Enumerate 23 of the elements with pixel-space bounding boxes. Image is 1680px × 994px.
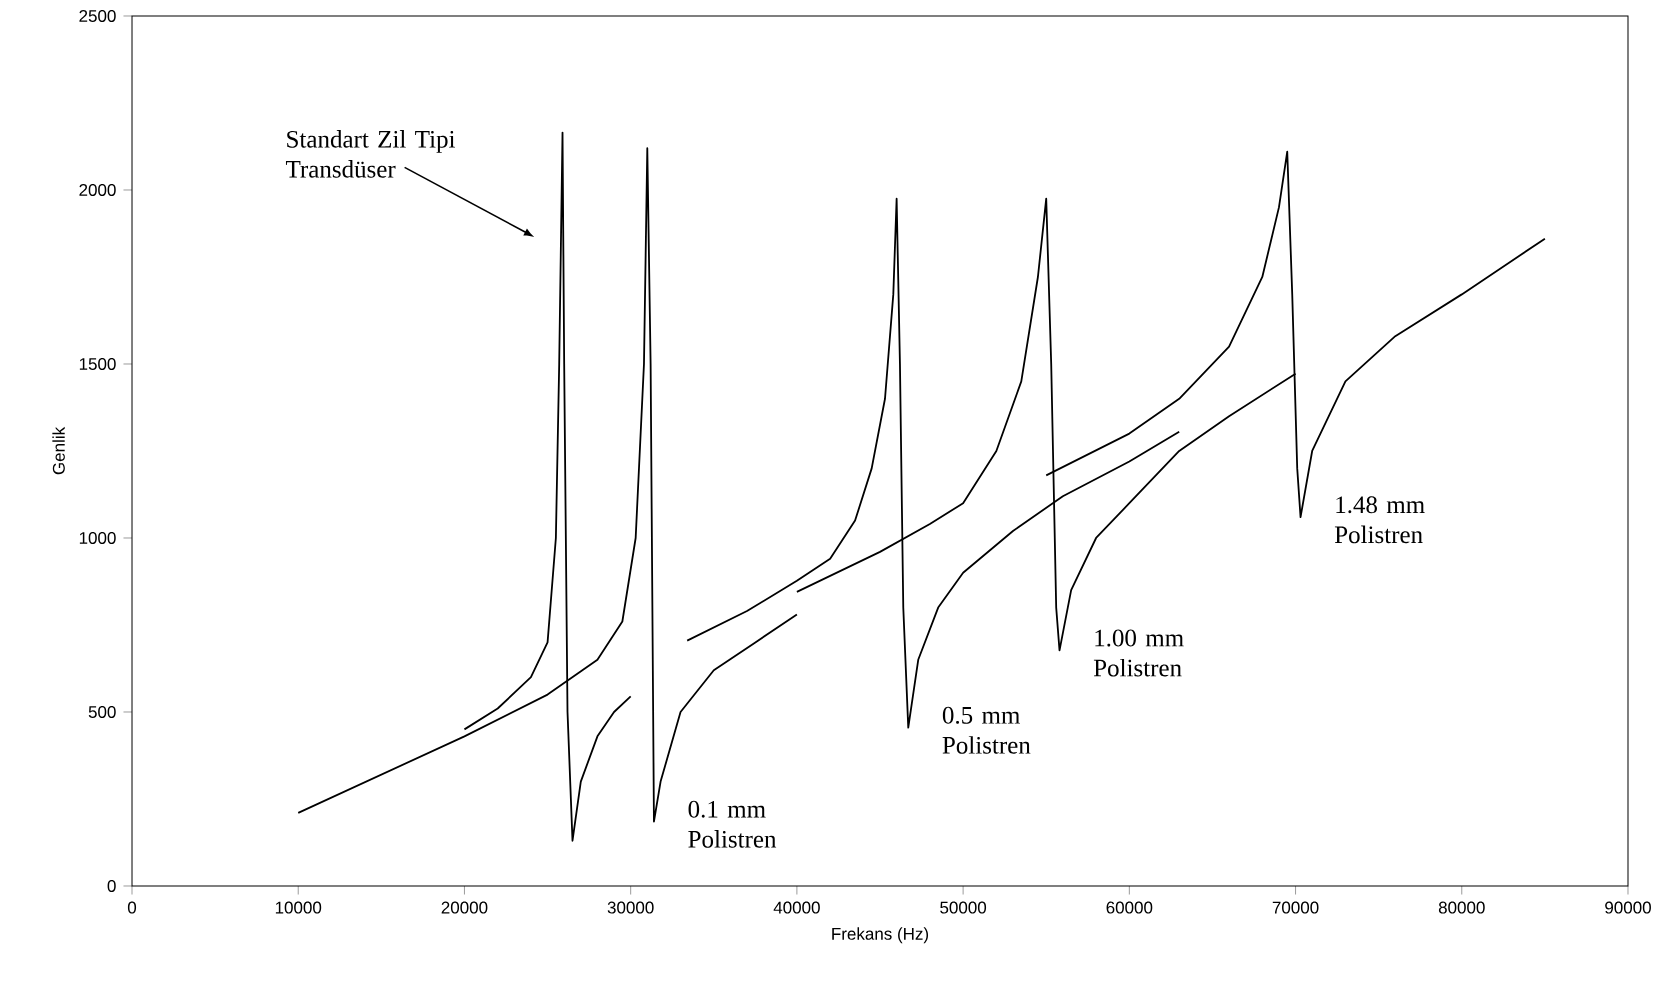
y-tick-label: 2500 [79, 9, 116, 22]
y-axis-title: Genlik [52, 426, 65, 475]
x-tick-label: 80000 [1438, 901, 1485, 914]
x-tick-label: 10000 [275, 901, 322, 914]
series-label: 0.1 mm Polistren [688, 800, 777, 848]
x-tick-label: 0 [127, 901, 137, 914]
x-tick-label: 30000 [607, 901, 654, 914]
x-tick-label: 20000 [441, 901, 488, 914]
x-tick-label: 60000 [1106, 901, 1153, 914]
series-label: 1.48 mm Polistren [1334, 496, 1425, 544]
x-axis-title: Frekans (Hz) [832, 927, 929, 944]
y-tick-label: 1500 [79, 357, 116, 370]
x-tick-label: 70000 [1272, 901, 1319, 914]
x-tick-label: 90000 [1605, 901, 1651, 914]
x-tick-label: 50000 [940, 901, 987, 914]
text: Standart Zil Tipi Transdüser [285, 130, 456, 178]
series-label: 0.5 mm Polistren [942, 706, 1031, 754]
y-tick-label: 500 [88, 705, 116, 718]
y-tick-label: 2000 [79, 183, 116, 196]
y-tick-label: 1000 [79, 531, 116, 544]
y-tick-label: 0 [107, 879, 116, 892]
series-label: 1.00 mm Polistren [1093, 629, 1184, 677]
x-tick-label: 40000 [773, 901, 820, 914]
